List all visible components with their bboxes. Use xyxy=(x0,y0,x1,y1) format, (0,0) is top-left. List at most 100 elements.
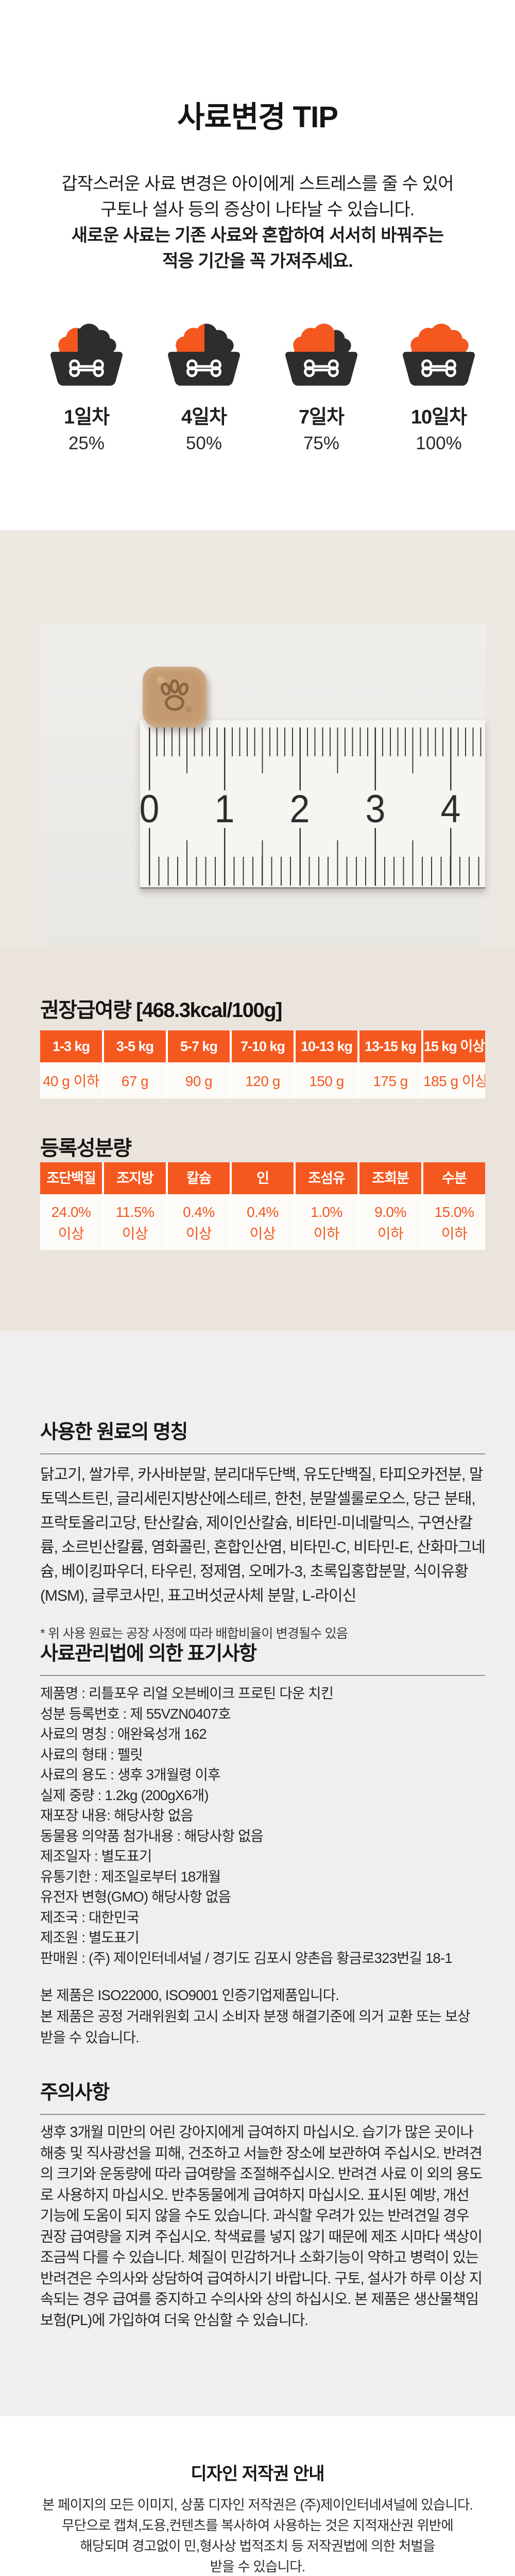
labeling-item: 유통기한 : 제조일로부터 18개월 xyxy=(40,1868,221,1885)
copyright-line: 해당되며 경고없이 민,형사상 법적조치 등 저작권법에 의한 처벌을 xyxy=(80,2538,435,2554)
nutrient-condition: 이상 xyxy=(185,1226,212,1242)
feeding-amount-cell: 185 g 이상 xyxy=(423,1064,485,1098)
section-divider xyxy=(40,1675,485,1676)
feeding-table-header-row: 1-3 kg 3-5 kg 5-7 kg 7-10 kg 10-13 kg 13-15 k… xyxy=(40,1030,485,1062)
copyright-line: 받을 수 있습니다. xyxy=(210,2559,306,2574)
nutrient-condition: 이상 xyxy=(249,1226,276,1242)
day-percent: 75% xyxy=(303,433,340,453)
feeding-amount-cell: 175 g xyxy=(359,1064,421,1098)
nutrient-value-cell: 9.0% 이하 xyxy=(359,1196,421,1250)
day-label: 1일차 xyxy=(63,406,110,428)
labeling-item: 제조원 : 별도표기 xyxy=(40,1929,140,1945)
feeding-amount-cell: 120 g xyxy=(232,1064,294,1098)
transition-step: 7일차 75% xyxy=(263,323,380,454)
nutrient-header: 조섬유 xyxy=(296,1162,357,1194)
labeling-item: 판매원 : (주) 제이인터네셔널 / 경기도 김포시 양촌읍 황금로323번길… xyxy=(40,1950,453,1966)
labeling-item: 재포장 내용: 해당사항 없음 xyxy=(40,1807,194,1823)
nutrient-condition: 이하 xyxy=(313,1226,340,1242)
intro-line: 구토나 설사 등의 증상이 나타날 수 있습니다. xyxy=(100,200,415,219)
nutrient-header: 인 xyxy=(232,1162,294,1194)
paw-print-icon xyxy=(160,679,189,711)
ruler-number: 2 xyxy=(289,787,310,831)
feeding-weight-header: 3-5 kg xyxy=(104,1030,166,1062)
labeling-title: 사료관리법에 의한 표기사항 xyxy=(40,1643,257,1665)
labeling-item: 제조일자 : 별도표기 xyxy=(40,1848,152,1864)
labeling-item: 사료의 용도 : 생후 3개월령 이후 xyxy=(40,1767,220,1783)
feeding-table-value-row: 40 g 이하 67 g 90 g 120 g 150 g 175 g 185 g 이상 xyxy=(40,1064,485,1098)
labeling-item: 제조국 : 대한민국 xyxy=(40,1909,140,1925)
intro-paragraph: 갑작스러운 사료 변경은 아이에게 스트레스를 줄 수 있어 구토나 설사 등의… xyxy=(0,171,515,274)
feeding-amount-cell: 40 g 이하 xyxy=(40,1064,102,1098)
nutrition-title: 등록성분량 xyxy=(40,1137,132,1160)
feeding-guide-table: 1-3 kg 3-5 kg 5-7 kg 7-10 kg 10-13 kg 13-15 k… xyxy=(40,1030,485,1098)
nutrient-header: 칼슘 xyxy=(168,1162,230,1194)
nutrition-table-header-row: 조단백질 조지방 칼슘 인 조섬유 조회분 수분 xyxy=(40,1162,485,1194)
nutrient-condition: 이상 xyxy=(58,1226,84,1242)
feeding-amount-cell: 67 g xyxy=(104,1064,166,1098)
nutrient-value-cell: 11.5% 이상 xyxy=(104,1196,166,1250)
table-background-band xyxy=(0,947,515,1331)
copyright-line: 본 페이지의 모든 이미지, 상품 디자인 저작권은 (주)제이인터네셔널에 있… xyxy=(42,2497,473,2513)
intro-line: 갑작스러운 사료 변경은 아이에게 스트레스를 줄 수 있어 xyxy=(61,174,454,194)
ruler-number: 0 xyxy=(139,787,160,831)
dog-bowl-icon xyxy=(285,324,357,386)
transition-step: 4일차 50% xyxy=(145,323,263,454)
labeling-item: 사료의 형태 : 펠릿 xyxy=(40,1746,143,1762)
bone-icon xyxy=(304,359,339,377)
nutrient-header: 조회분 xyxy=(359,1162,421,1194)
caution-title: 주의사항 xyxy=(40,2082,110,2104)
ruler-number: 1 xyxy=(214,787,235,831)
nutrient-value-cell: 0.4% 이상 xyxy=(168,1196,230,1250)
labeling-item: 제품명 : 리틀포우 리얼 오븐베이크 프로틴 다운 치킨 xyxy=(40,1685,334,1701)
labeling-item: 유전자 변형(GMO) 해당사항 없음 xyxy=(40,1889,231,1905)
caution-section: 주의사항 생후 3개월 미만의 어린 강아지에게 급여하지 마십시오. 습기가 … xyxy=(40,2076,485,2346)
copyright-lines: 본 페이지의 모든 이미지, 상품 디자인 저작권은 (주)제이인터네셔널에 있… xyxy=(0,2495,515,2576)
transition-step: 1일차 25% xyxy=(28,323,145,454)
transition-step: 10일차 100% xyxy=(380,323,497,454)
nutrient-value-cell: 0.4% 이상 xyxy=(232,1196,294,1250)
ingredients-section: 사용한 원료의 명칭 닭고기, 쌀가루, 카사바분말, 분리대두단백, 유도단백… xyxy=(40,1416,486,1655)
feeding-weight-header: 13-15 kg xyxy=(359,1030,421,1062)
nutrient-percent: 15.0% xyxy=(434,1204,474,1220)
section-divider xyxy=(40,1453,485,1454)
bone-icon xyxy=(186,359,221,377)
nutrient-header: 조단백질 xyxy=(40,1162,102,1194)
nutrient-percent: 11.5% xyxy=(115,1204,154,1220)
copyright-title: 디자인 저작권 안내 xyxy=(191,2464,324,2484)
nutrient-percent: 0.4% xyxy=(183,1204,215,1220)
feeding-amount-cell: 90 g xyxy=(168,1064,230,1098)
day-percent: 25% xyxy=(68,433,105,453)
nutrient-condition: 이하 xyxy=(441,1226,468,1242)
intro-line: 적응 기간을 꼭 가져주세요. xyxy=(162,251,353,271)
food-transition-steps: 1일차 25% xyxy=(28,323,497,454)
nutrition-table-value-row: 24.0% 이상 11.5% 이상 0.4% 이상 0.4% 이상 xyxy=(40,1196,485,1250)
day-label: 4일차 xyxy=(181,406,227,428)
nutrient-percent: 0.4% xyxy=(247,1204,279,1220)
nutrient-condition: 이하 xyxy=(377,1226,404,1242)
labeling-item: 성분 등록번호 : 제 55VZN0407호 xyxy=(40,1705,231,1722)
feeding-weight-header: 10-13 kg xyxy=(296,1030,357,1062)
labeling-section: 사료관리법에 의한 표기사항 제품명 : 리틀포우 리얼 오븐베이크 프로틴 다… xyxy=(40,1637,485,2062)
ingredients-body: 닭고기, 쌀가루, 카사바분말, 분리대두단백, 유도단백질, 타피오카전분, … xyxy=(40,1466,486,1604)
page-title: 사료변경 TIP xyxy=(177,100,338,134)
kibble-photo xyxy=(143,667,207,727)
labeling-notes: 본 제품은 ISO22000, ISO9001 인증기업제품입니다. 본 제품은… xyxy=(40,1987,471,2045)
ruler-number: 4 xyxy=(440,787,461,831)
nutrient-percent: 1.0% xyxy=(311,1204,342,1220)
labeling-item: 사료의 명칭 : 애완육성개 162 xyxy=(40,1726,207,1742)
nutrient-value-cell: 1.0% 이하 xyxy=(296,1196,357,1250)
day-percent: 100% xyxy=(416,433,462,453)
dog-bowl-icon xyxy=(403,324,475,386)
intro-line: 새로운 사료는 기존 사료와 혼합하여 서서히 바꿔주는 xyxy=(71,226,444,245)
day-percent: 50% xyxy=(185,433,222,453)
ruler-bottom-large-ticks xyxy=(149,828,483,886)
feeding-amount-cell: 150 g xyxy=(296,1064,357,1098)
bone-icon xyxy=(421,359,456,377)
labeling-item: 동물용 의약품 첨가내용 : 해당사항 없음 xyxy=(40,1827,264,1844)
nutrient-header: 조지방 xyxy=(104,1162,166,1194)
ingredients-footnote: * 위 사용 원료는 공장 사정에 따라 배합비율이 변경될수 있음 xyxy=(40,1626,348,1641)
nutrient-percent: 24.0% xyxy=(51,1204,91,1220)
labeling-item: 실제 중량 : 1.2kg (200gX6개) xyxy=(40,1787,209,1803)
